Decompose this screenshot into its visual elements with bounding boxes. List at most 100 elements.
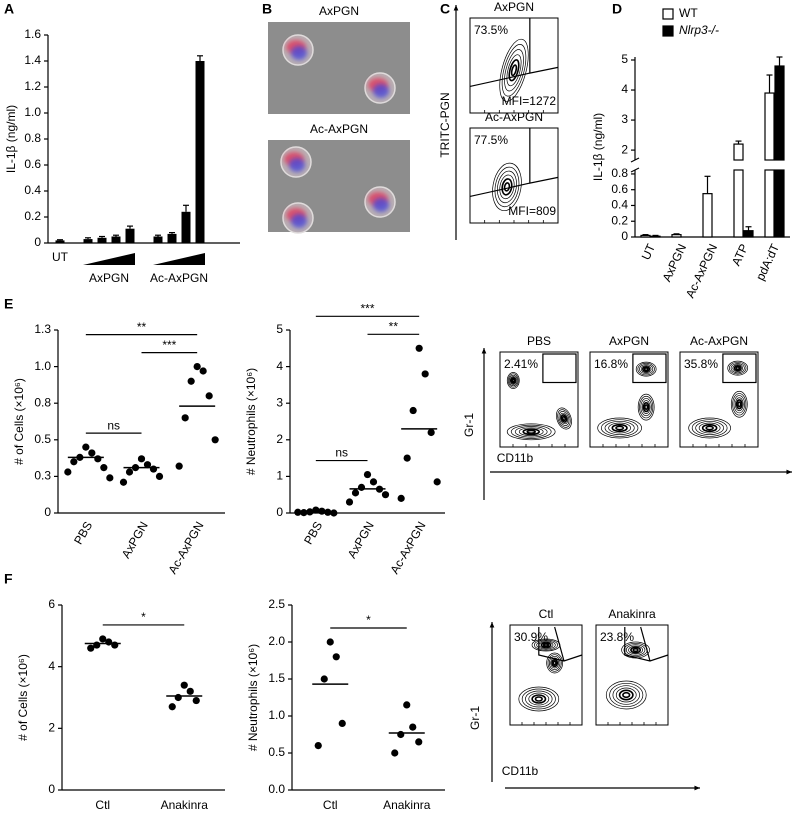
y-axis-label: Gr-1 (468, 706, 482, 730)
bar (125, 228, 135, 243)
legend-swatch (662, 25, 674, 37)
gate (469, 18, 559, 87)
y-tick-label: 3 (621, 112, 628, 126)
image-title: Ac-AxPGN (310, 122, 368, 136)
y-tick-label: 1.4 (24, 53, 41, 67)
contour (600, 419, 639, 437)
contour (611, 423, 628, 433)
dot (64, 468, 72, 476)
y-axis-label: IL-1β (ng/ml) (591, 113, 605, 181)
contour (695, 420, 724, 436)
dot (421, 370, 429, 378)
contour (623, 642, 648, 658)
contour (521, 688, 556, 710)
contour (639, 395, 654, 419)
contour (510, 64, 518, 77)
significance-label: *** (162, 338, 176, 352)
bar (97, 237, 107, 243)
dot (94, 455, 102, 463)
gate-percent: 35.8% (684, 357, 718, 371)
contour (551, 658, 559, 668)
dot (345, 498, 354, 506)
contour (615, 687, 637, 703)
y-tick-label: 0.0 (268, 782, 285, 796)
plot-title: AxPGN (494, 0, 534, 14)
y-tick-label: 1.0 (24, 105, 41, 119)
dot (409, 406, 417, 415)
contour (632, 647, 639, 653)
dot (369, 478, 378, 486)
gate (624, 626, 669, 662)
y-tick-label: 1.0 (268, 708, 285, 722)
contour (508, 374, 518, 387)
contour (735, 399, 743, 410)
x-tick-label: AxPGN (659, 242, 689, 284)
y-tick-label: 2 (276, 432, 283, 446)
contour (733, 365, 742, 372)
plot-title: Ctl (539, 607, 554, 621)
contour (691, 419, 728, 437)
gate-percent: 23.8% (600, 630, 634, 644)
significance-label: ** (137, 320, 147, 334)
dot (314, 742, 322, 750)
arrow-head (694, 785, 700, 791)
panel-label: D (612, 1, 622, 17)
contour (644, 404, 649, 411)
contour (518, 686, 560, 712)
contour (501, 44, 527, 97)
dot (433, 478, 441, 486)
dot (199, 367, 207, 375)
contour (552, 660, 557, 666)
dot (192, 696, 200, 705)
y-tick-label: 2.0 (268, 634, 285, 648)
dot (143, 461, 152, 469)
legend-label: Nlrp3-/- (679, 23, 719, 37)
dot (403, 454, 411, 462)
dot (186, 687, 194, 695)
dot (427, 428, 435, 437)
contour (526, 429, 537, 434)
x-tick-label: Anakinra (161, 798, 209, 812)
y-tick-label: 0.8 (34, 395, 51, 409)
contour (730, 363, 745, 374)
contour (597, 417, 642, 439)
y-tick-label: 0.6 (24, 157, 41, 171)
contour (622, 691, 631, 699)
gate-percent: 77.5% (474, 133, 508, 147)
x-tick-label: Ac-AxPGN (683, 242, 720, 300)
contour (534, 696, 543, 702)
dot (181, 414, 189, 422)
contour (730, 390, 748, 418)
dot (193, 363, 201, 371)
contour (635, 361, 657, 377)
contour (705, 425, 714, 431)
dot (363, 470, 372, 479)
y-axis-label: # of Cells (×10⁶) (16, 654, 30, 741)
contour (625, 644, 646, 656)
contour (494, 166, 520, 208)
gate (469, 128, 559, 197)
bar (774, 169, 785, 238)
y-tick-label: 0.5 (268, 745, 285, 759)
cell-stain-blue (373, 198, 389, 212)
bar (671, 234, 682, 238)
contour (639, 364, 654, 375)
gate-percent: 73.5% (474, 23, 508, 37)
bar (774, 65, 785, 161)
contour (492, 162, 522, 212)
contour (510, 424, 552, 439)
contour (504, 49, 524, 92)
x-tick-label: Ac-AxPGN (165, 519, 206, 576)
cell-stain-blue (291, 46, 307, 60)
arrow-head (481, 348, 487, 354)
contour (499, 174, 515, 200)
y-tick-label: 0 (44, 505, 51, 519)
image-title: AxPGN (319, 4, 359, 18)
y-tick-label: 0 (621, 229, 628, 243)
y-tick-label: 0.2 (611, 213, 628, 227)
dot (397, 494, 405, 502)
x-tick-label: ATP (729, 242, 751, 268)
dot (330, 509, 338, 517)
contour (510, 377, 517, 384)
